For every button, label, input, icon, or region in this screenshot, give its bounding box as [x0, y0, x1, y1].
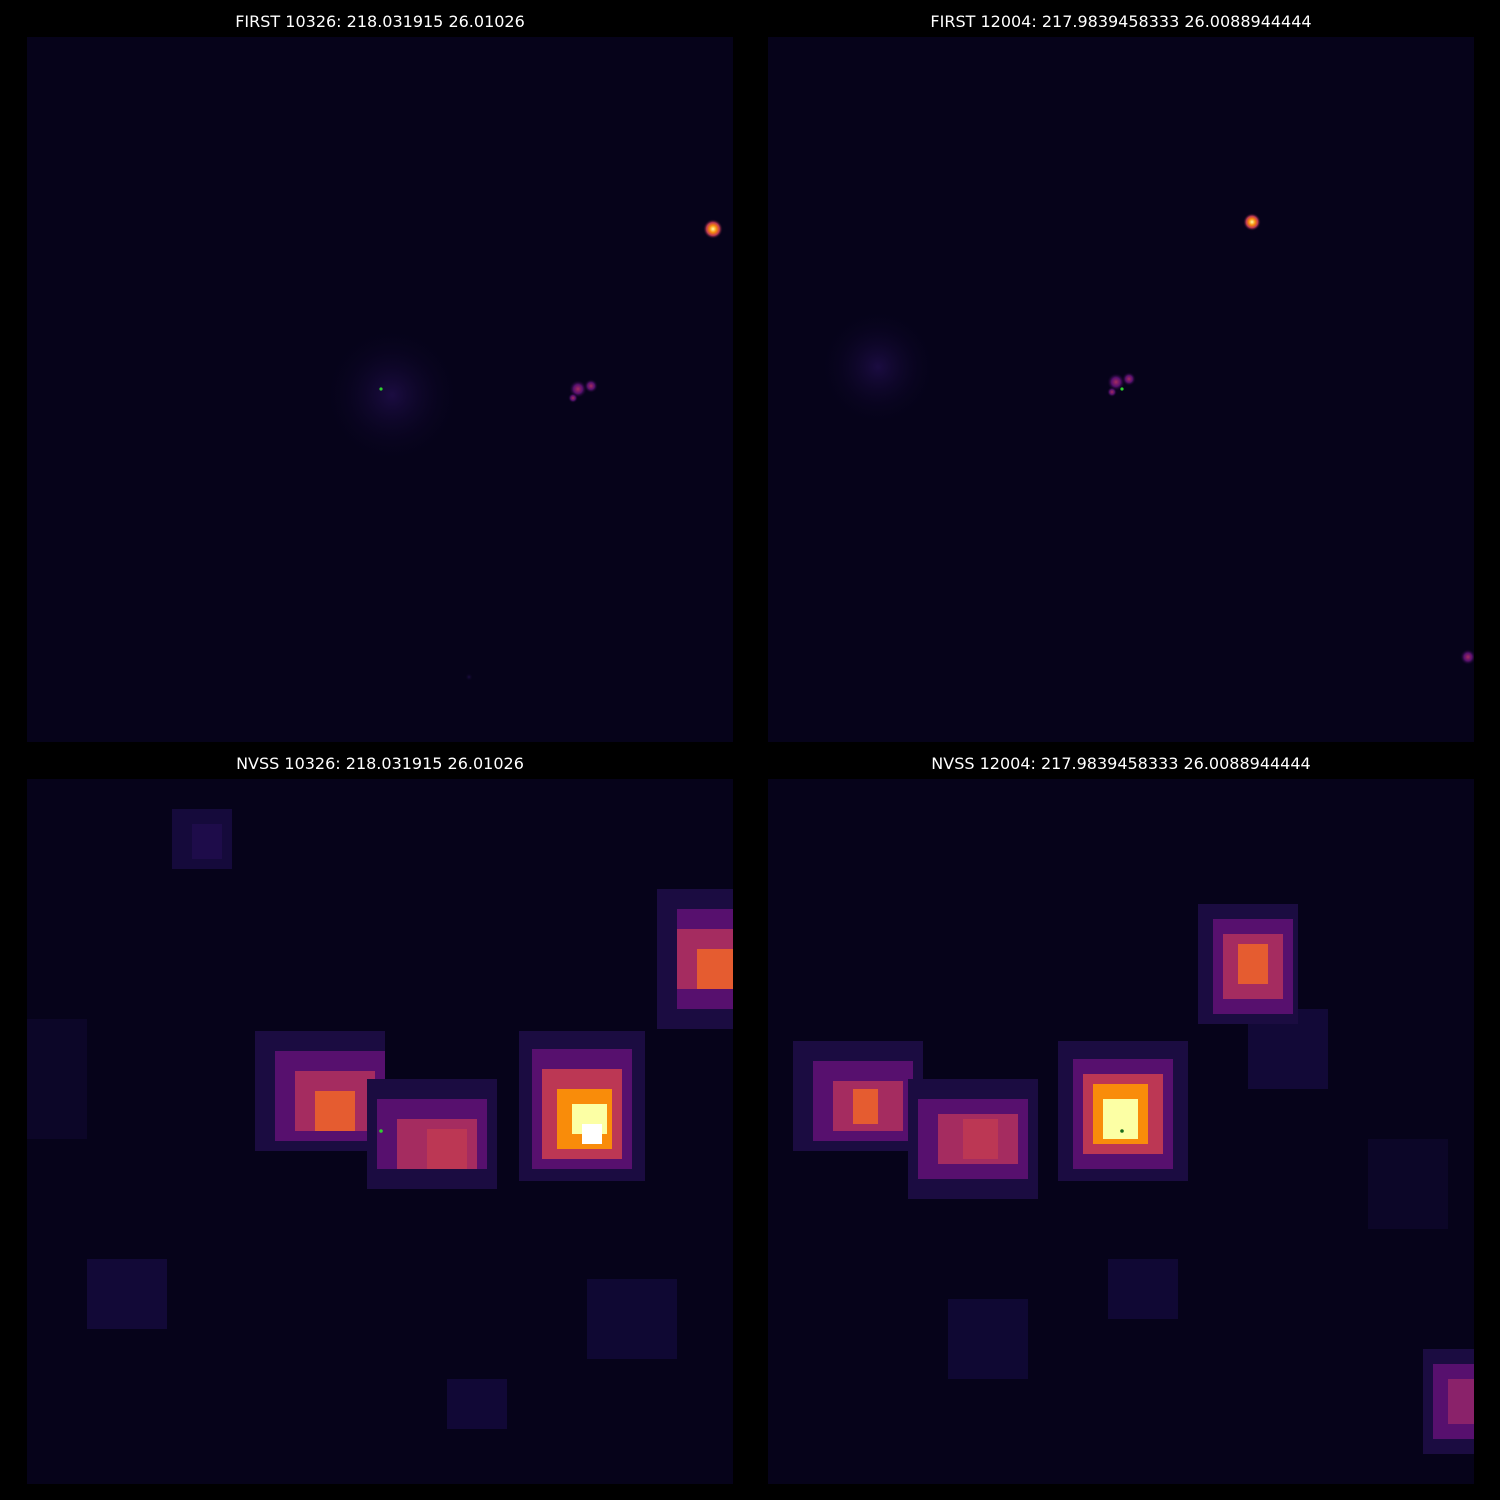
- nvss-10326-pixel-grid: [27, 809, 733, 1429]
- nvss-12004-target-marker: [1120, 1129, 1124, 1133]
- panel-nvss-10326: [27, 779, 733, 1484]
- nvss-10326-image: [27, 779, 733, 1484]
- first-10326-image: [27, 37, 733, 742]
- panel-title-nvss-12004: NVSS 12004: 217.9839458333 26.0088944444: [931, 754, 1311, 773]
- first-10326-source-lobe-2: [584, 379, 598, 393]
- first-12004-target-marker: [1120, 387, 1124, 391]
- nvss-12004-image: [768, 779, 1474, 1484]
- first-12004-source-lobe-1: [1107, 373, 1125, 391]
- first-10326-faint-source: [465, 673, 473, 681]
- first-12004-source-lobe-3: [1107, 387, 1117, 397]
- panel-nvss-12004: [768, 779, 1474, 1484]
- first-12004-image: [768, 37, 1474, 742]
- panel-first-10326: [27, 37, 733, 742]
- first-12004-edge-source: [1460, 649, 1474, 665]
- first-12004-source-lobe-2: [1122, 372, 1136, 386]
- first-10326-bright-source: [703, 219, 723, 239]
- first-10326-target-marker: [379, 387, 383, 391]
- first-12004-bright-source: [1243, 213, 1261, 231]
- first-10326-source-lobe-3: [568, 393, 578, 403]
- panel-title-nvss-10326: NVSS 10326: 218.031915 26.01026: [236, 754, 524, 773]
- first-12004-diffuse-emission: [818, 307, 938, 427]
- panel-first-12004: [768, 37, 1474, 742]
- nvss-10326-target-marker: [379, 1129, 383, 1133]
- panel-title-first-12004: FIRST 12004: 217.9839458333 26.008894444…: [930, 12, 1312, 31]
- first-10326-diffuse-emission: [322, 325, 462, 465]
- nvss-12004-pixel-grid: [793, 904, 1474, 1454]
- panel-title-first-10326: FIRST 10326: 218.031915 26.01026: [235, 12, 525, 31]
